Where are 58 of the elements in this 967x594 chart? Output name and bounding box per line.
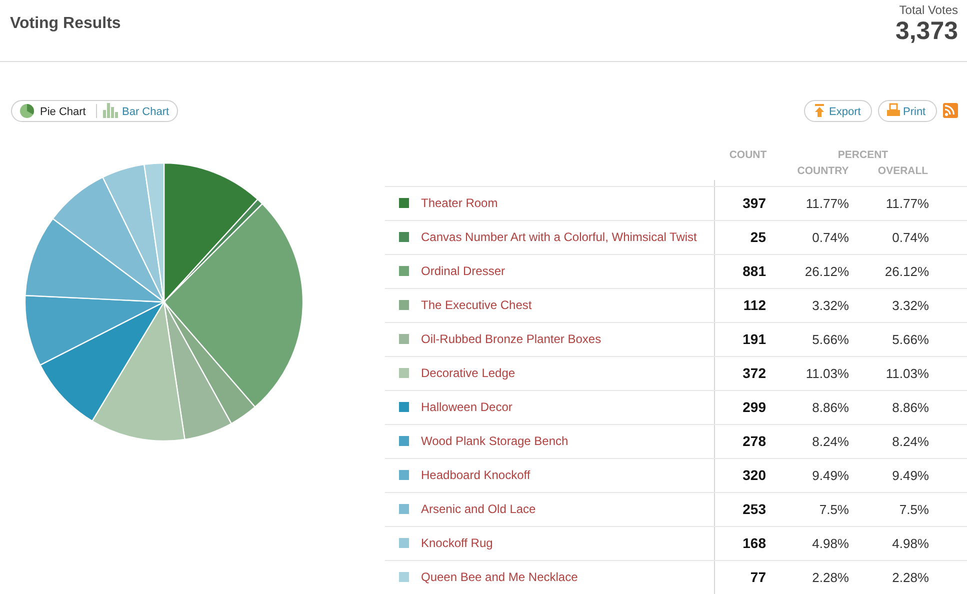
text: 8.24% bbox=[812, 434, 850, 449]
legend-label: Queen Bee and Me Necklace bbox=[421, 570, 578, 584]
text: 5.66% bbox=[812, 332, 850, 347]
legend-label: Theater Room bbox=[421, 196, 498, 210]
data-label: 77 bbox=[750, 569, 766, 585]
data-label: 397 bbox=[742, 195, 766, 211]
print-button[interactable]: Print bbox=[878, 100, 937, 122]
text: 9.49% bbox=[812, 468, 850, 483]
text: 3.32% bbox=[812, 298, 850, 313]
text: 11.77% bbox=[806, 196, 850, 211]
text: 11.77% bbox=[886, 196, 930, 211]
data-label: 881 bbox=[742, 263, 766, 279]
text: OVERALL bbox=[878, 165, 929, 177]
text: 11.03% bbox=[886, 366, 930, 381]
text: 9.49% bbox=[892, 468, 930, 483]
text: 8.24% bbox=[892, 434, 930, 449]
text: PERCENT bbox=[838, 149, 889, 161]
data-label: 112 bbox=[743, 297, 766, 313]
legend-label: Arsenic and Old Lace bbox=[421, 502, 536, 516]
text: 2.28% bbox=[892, 570, 930, 585]
data-label: 25 bbox=[750, 229, 766, 245]
text: 5.66% bbox=[892, 332, 930, 347]
text: 8.86% bbox=[892, 400, 930, 415]
text: 11.03% bbox=[806, 366, 850, 381]
legend-label: Headboard Knockoff bbox=[421, 468, 531, 482]
text: COUNTRY bbox=[797, 165, 849, 177]
text: 26.12% bbox=[884, 264, 930, 279]
text: 0.74% bbox=[892, 230, 930, 245]
export-button[interactable]: Export bbox=[804, 100, 872, 122]
legend-label: Oil-Rubbed Bronze Planter Boxes bbox=[421, 332, 602, 346]
data-label: 320 bbox=[742, 467, 766, 483]
text: 3,373 bbox=[895, 17, 958, 45]
chart-title: Voting Results bbox=[10, 15, 121, 32]
legend-label: Canvas Number Art with a Colorful, Whimsical Twist bbox=[421, 230, 698, 244]
text: 8.86% bbox=[812, 400, 850, 415]
text: 4.98% bbox=[892, 536, 930, 551]
text: 7.5% bbox=[819, 502, 850, 517]
data-label: 372 bbox=[742, 365, 766, 381]
legend-label: Halloween Decor bbox=[421, 400, 512, 414]
text: 4.98% bbox=[812, 536, 850, 551]
data-label: 299 bbox=[742, 399, 766, 415]
text: 3.32% bbox=[892, 298, 930, 313]
data-label: 191 bbox=[742, 331, 766, 347]
legend-label: Wood Plank Storage Bench bbox=[421, 434, 568, 448]
text: COUNT bbox=[729, 149, 768, 161]
chart-view-switch[interactable]: Pie Chart Bar Chart bbox=[11, 100, 178, 122]
text: 2.28% bbox=[812, 570, 850, 585]
text: Total Votes bbox=[899, 3, 958, 17]
legend-label: Decorative Ledge bbox=[421, 366, 516, 380]
text: 7.5% bbox=[899, 502, 930, 517]
data-label: 253 bbox=[742, 501, 766, 517]
data-label: 168 bbox=[742, 535, 766, 551]
legend-label: Knockoff Rug bbox=[421, 536, 493, 550]
legend-label: Ordinal Dresser bbox=[421, 264, 506, 278]
text: 0.74% bbox=[812, 230, 850, 245]
data-label: 278 bbox=[742, 433, 766, 449]
text: 26.12% bbox=[804, 264, 850, 279]
legend-label: The Executive Chest bbox=[421, 298, 532, 312]
